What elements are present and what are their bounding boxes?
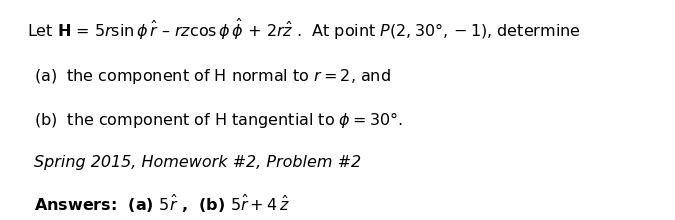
Text: (b)  the component of H tangential to $\phi=30\degree$.: (b) the component of H tangential to $\p…	[34, 110, 402, 130]
Text: Answers:  (a) $5\hat{r}$ ,  (b) $5\hat{r}+4\,\hat{z}$: Answers: (a) $5\hat{r}$ , (b) $5\hat{r}+…	[34, 192, 290, 214]
Text: Spring 2015, Homework #2, Problem #2: Spring 2015, Homework #2, Problem #2	[34, 155, 361, 170]
Text: (a)  the component of H normal to $r=2$, and: (a) the component of H normal to $r=2$, …	[34, 68, 391, 86]
Text: Let $\mathbf{H}$ = $5r\sin\phi\,\hat{r}$ – $rz\cos\phi\,\hat{\phi}$ + $2r\hat{z}: Let $\mathbf{H}$ = $5r\sin\phi\,\hat{r}$…	[27, 17, 580, 42]
